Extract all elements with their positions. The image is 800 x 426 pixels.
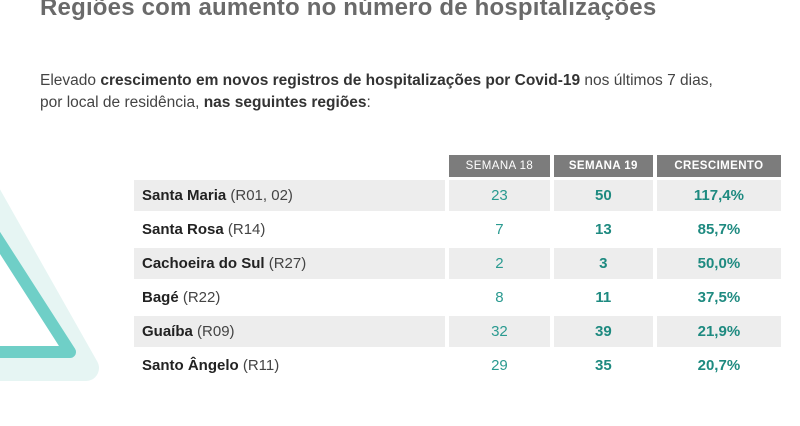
header-growth: CRESCIMENTO [656, 155, 781, 177]
intro-text: Elevado crescimento em novos registros d… [40, 70, 713, 114]
warning-triangle-decoration [0, 189, 99, 381]
table-header-row: SEMANA 18 SEMANA 19 CRESCIMENTO [134, 155, 781, 177]
region-code: (R22) [182, 289, 221, 306]
week-19-value: 50 [553, 180, 653, 211]
hospitalizations-table: SEMANA 18 SEMANA 19 CRESCIMENTO Santa Ma… [130, 152, 785, 384]
intro-text-segment: por local de residência, [40, 94, 204, 111]
intro-text-segment: : [366, 94, 371, 111]
week-18-value: 23 [448, 180, 550, 211]
region-name: Santa Rosa [142, 221, 224, 238]
intro-text-segment: nos últimos 7 dias, [580, 72, 713, 89]
region-code: (R14) [227, 221, 266, 238]
region-code: (R01, 02) [230, 187, 293, 204]
growth-value: 20,7% [697, 357, 741, 374]
header-week-19: SEMANA 19 [553, 155, 653, 177]
growth-value: 37,5% [697, 289, 741, 306]
table-row: Santa Rosa (R14) 7 13 85,7% [134, 214, 781, 245]
table-row: Santo Ângelo (R11) 29 35 20,7% [134, 350, 781, 381]
week-19-value: 13 [595, 221, 612, 238]
growth-value: 21,9% [656, 316, 781, 347]
table-row: Cachoeira do Sul (R27) 2 3 50,0% [134, 248, 781, 279]
growth-value: 117,4% [656, 180, 781, 211]
week-18-value: 7 [495, 221, 504, 238]
week-19-value: 39 [553, 316, 653, 347]
region-cell: Santa Rosa (R14) [134, 214, 445, 245]
intro-line-2: por local de residência, nas seguintes r… [40, 92, 713, 114]
intro-text-bold: crescimento em novos registros de hospit… [100, 72, 581, 89]
region-name: Guaíba [142, 323, 193, 340]
week-18-value: 8 [495, 289, 504, 306]
region-name: Santa Maria [142, 187, 227, 204]
region-name: Cachoeira do Sul [142, 255, 265, 272]
page-title: Regiões com aumento no número de hospita… [40, 0, 657, 21]
week-18-value: 29 [491, 357, 508, 374]
week-19-value: 35 [595, 357, 612, 374]
region-cell: Cachoeira do Sul (R27) [134, 248, 445, 279]
region-name: Bagé [142, 289, 179, 306]
growth-value: 85,7% [697, 221, 741, 238]
intro-line-1: Elevado crescimento em novos registros d… [40, 70, 713, 92]
triangle-outline [0, 231, 76, 358]
week-18-value: 2 [448, 248, 550, 279]
region-code: (R27) [268, 255, 307, 272]
header-blank-cell [134, 155, 445, 177]
table-row: Santa Maria (R01, 02) 23 50 117,4% [134, 180, 781, 211]
table-row: Bagé (R22) 8 11 37,5% [134, 282, 781, 313]
region-cell: Santo Ângelo (R11) [134, 350, 445, 381]
region-cell: Santa Maria (R01, 02) [134, 180, 445, 211]
region-cell: Bagé (R22) [134, 282, 445, 313]
week-18-value: 32 [448, 316, 550, 347]
region-cell: Guaíba (R09) [134, 316, 445, 347]
intro-text-segment: Elevado [40, 72, 101, 89]
region-code: (R09) [197, 323, 235, 340]
intro-text-bold: nas seguintes regiões [203, 94, 367, 111]
growth-value: 50,0% [656, 248, 781, 279]
week-19-value: 11 [595, 289, 612, 306]
header-week-18: SEMANA 18 [448, 155, 550, 177]
region-code: (R11) [242, 357, 280, 374]
table-row: Guaíba (R09) 32 39 21,9% [134, 316, 781, 347]
region-name: Santo Ângelo [142, 357, 239, 374]
week-19-value: 3 [553, 248, 653, 279]
